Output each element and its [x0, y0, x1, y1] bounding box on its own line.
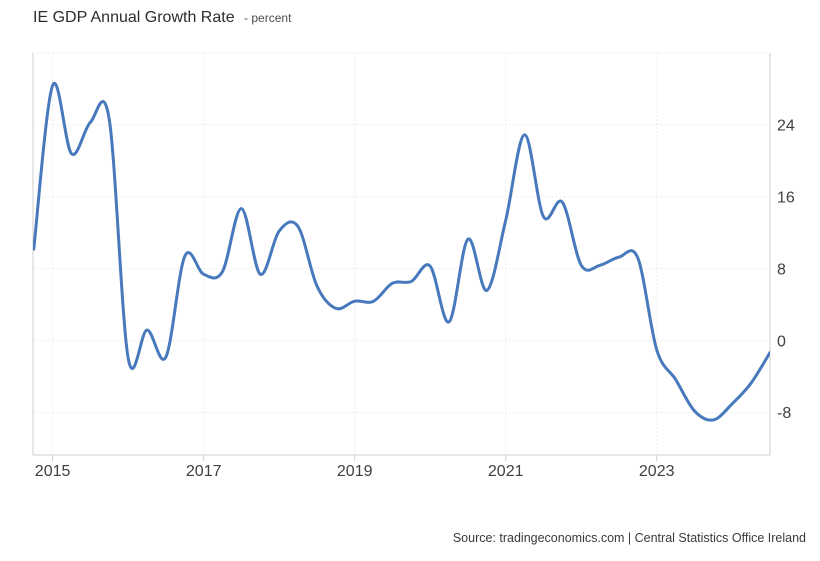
y-axis-label: 8 — [777, 261, 786, 278]
chart-title-row: IE GDP Annual Growth Rate - percent — [33, 9, 291, 27]
gdp-growth-chart[interactable]: 2015 2017 2019 2021 2023 24 16 8 0 -8 — [0, 0, 820, 520]
y-axis-label: -8 — [777, 405, 791, 422]
source-attribution: Source: tradingeconomics.com | Central S… — [452, 531, 806, 545]
y-axis-label: 16 — [777, 189, 795, 206]
x-axis-label: 2017 — [186, 463, 222, 480]
y-axis-label: 24 — [777, 117, 795, 134]
x-axis-label: 2019 — [337, 463, 373, 480]
x-axis-label: 2021 — [488, 463, 524, 480]
gdp-growth-line — [33, 81, 770, 422]
chart-unit-label: - percent — [244, 11, 292, 25]
x-axis-label: 2015 — [35, 463, 71, 480]
plot-area[interactable] — [33, 53, 770, 455]
page-title: IE GDP Annual Growth Rate — [33, 9, 235, 26]
x-axis-label: 2023 — [639, 463, 675, 480]
y-axis-label: 0 — [777, 333, 786, 350]
